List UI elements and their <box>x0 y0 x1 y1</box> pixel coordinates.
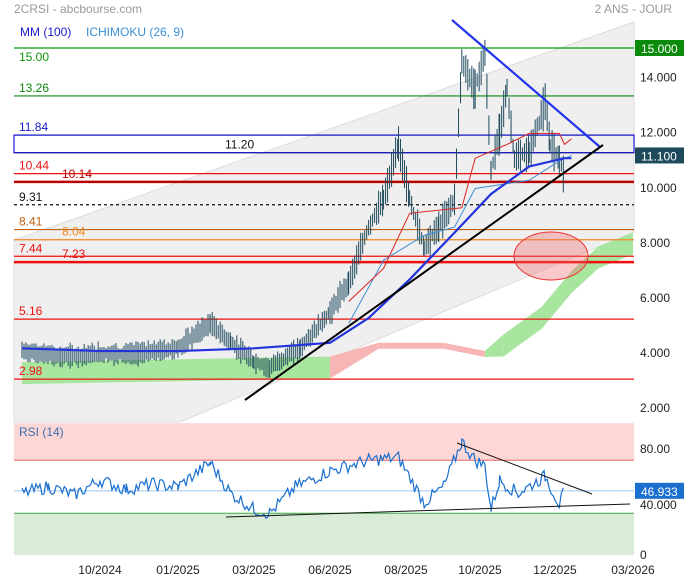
level-label: 2.98 <box>19 364 43 378</box>
price-axis-tick: 14.000 <box>640 71 677 85</box>
ichimoku-cloud-segment <box>330 342 379 379</box>
level-label: 5.16 <box>19 304 43 318</box>
rsi-last-tag-label: 46.933 <box>641 485 678 499</box>
time-axis-tick: 12/2025 <box>533 563 577 577</box>
price-axis-tick: 2.000 <box>640 401 670 415</box>
regression-channel <box>13 21 635 423</box>
level-label: 10.44 <box>19 159 49 173</box>
rsi-axis-tick: 80.00 <box>640 442 670 456</box>
price-axis-tick: 4.000 <box>640 346 670 360</box>
price-axis-tick: 10.000 <box>640 181 677 195</box>
ichimoku-cloud-segment <box>541 271 572 329</box>
time-axis-tick: 10/2025 <box>458 563 502 577</box>
target-zone-ellipse <box>513 231 589 281</box>
ichimoku-cloud-segment <box>503 306 542 357</box>
level-label: 15.00 <box>19 50 49 64</box>
level-label: 8.04 <box>62 225 86 239</box>
price-axis-tick: 8.000 <box>640 236 670 250</box>
ichimoku-indicator-label[interactable]: ICHIMOKU (26, 9) <box>86 25 185 39</box>
ichimoku-cloud-segment <box>443 342 485 358</box>
ichimoku-cloud-segment <box>598 232 633 269</box>
uptrend-line <box>244 144 604 401</box>
high-price-tag-label: 15.000 <box>641 42 678 56</box>
rsi-oversold-zone <box>14 513 634 555</box>
price-axis-tick: 12.000 <box>640 126 677 140</box>
time-axis-tick: 01/2025 <box>156 563 200 577</box>
last-price-tag <box>635 147 684 164</box>
time-axis-tick: 10/2024 <box>78 563 122 577</box>
rsi-overbought-zone <box>14 423 634 461</box>
rsi-axis-tick: 0 <box>640 548 647 562</box>
ichimoku-cloud-segment <box>571 246 599 294</box>
resistance-box <box>13 134 635 154</box>
rsi-resistance-line <box>456 442 593 495</box>
chart-title: 2CRSI - abcbourse.com <box>14 2 143 16</box>
price-axis-tick: 6.000 <box>640 291 670 305</box>
level-label: 10.14 <box>62 167 92 181</box>
level-label: 7.44 <box>19 241 43 255</box>
level-label: 11.84 <box>19 120 48 134</box>
level-label: 7.23 <box>62 247 86 261</box>
ichimoku-cloud-segment <box>484 334 504 358</box>
period-label: 2 ANS - JOUR <box>594 2 672 16</box>
time-axis-tick: 03/2026 <box>611 563 655 577</box>
time-axis-tick: 08/2025 <box>384 563 428 577</box>
rsi-indicator-label: RSI (14) <box>19 425 64 439</box>
level-label: 9.31 <box>19 190 43 204</box>
rsi-axis-tick: 40.000 <box>640 498 677 512</box>
ma100-line <box>21 157 572 353</box>
ichimoku-cloud-segment <box>378 342 444 349</box>
rsi-support-line <box>225 503 631 518</box>
level-label: 11.20 <box>225 138 254 152</box>
kijun-line <box>348 132 572 302</box>
downtrend-line <box>451 19 601 148</box>
rsi-line <box>21 438 564 519</box>
level-label: 8.41 <box>19 215 43 229</box>
level-label: 13.26 <box>19 81 49 95</box>
rsi-last-tag <box>635 482 684 499</box>
time-axis-tick: 03/2025 <box>232 563 276 577</box>
high-price-tag <box>635 40 684 56</box>
tenkan-line <box>348 154 572 324</box>
time-axis-tick: 06/2025 <box>308 563 352 577</box>
ma-indicator-label[interactable]: MM (100) <box>20 25 72 39</box>
last-price-tag-label: 11.100 <box>641 149 677 163</box>
